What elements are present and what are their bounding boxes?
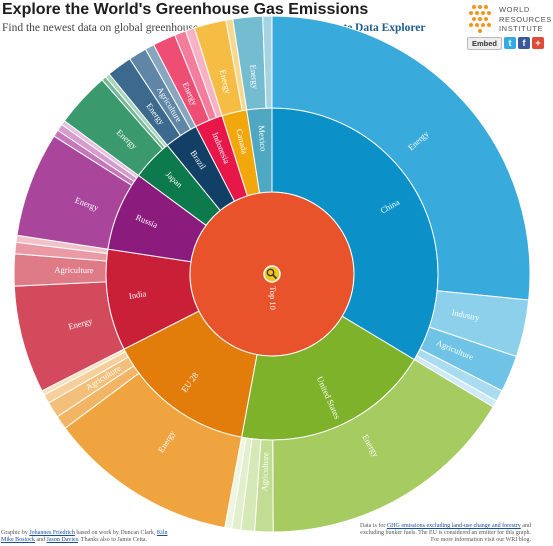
sector-segment-mexico-part-1[interactable] xyxy=(262,15,273,109)
data-note: Data is for GHG emissions excluding land… xyxy=(360,523,531,544)
page-title: Explore the World's Greenhouse Gas Emiss… xyxy=(2,1,369,18)
author-link[interactable]: Johannes Friedrich xyxy=(29,530,75,536)
logo-line: RESOURCES xyxy=(499,14,552,24)
davies-link[interactable]: Jason Davies xyxy=(46,537,79,543)
wri-logo-text: WORLD RESOURCES INSTITUTE xyxy=(499,5,552,34)
credits-text: . Thanks also to Jamie Cetta. xyxy=(78,537,148,543)
wri-logo-icon xyxy=(469,5,491,33)
sector-label-agriculture: Agriculture xyxy=(54,265,94,276)
bostock-link[interactable]: Mike Bostock xyxy=(1,537,35,543)
credits-text: and xyxy=(36,537,46,543)
note-text: and xyxy=(522,523,531,529)
magnifier-icon[interactable] xyxy=(263,265,281,283)
country-label-india: India xyxy=(128,288,147,301)
kiln-link[interactable]: Kiln xyxy=(156,530,168,536)
ghg-definition-link[interactable]: GHG emissions excluding land-use change … xyxy=(386,523,521,529)
sector-segment-china-energy[interactable] xyxy=(271,15,531,301)
credits-text: based on work by Duncan Clark, xyxy=(76,530,156,536)
facebook-icon[interactable]: f xyxy=(518,37,531,49)
note-text: Data is for xyxy=(360,523,386,529)
note-text: excluding bunker fuels. The EU is consid… xyxy=(360,530,531,536)
logo-line: WORLD xyxy=(499,5,530,14)
credits-note: Graphic by Johannes Friedrich based on w… xyxy=(1,530,167,544)
credits-text: Graphic by xyxy=(1,530,28,536)
sunburst-rings xyxy=(13,15,531,533)
share-toolbar: Embed t f + xyxy=(467,37,545,50)
logo-line: INSTITUTE xyxy=(499,24,544,33)
embed-button[interactable]: Embed xyxy=(467,37,503,50)
sector-label-agriculture: Agriculture xyxy=(259,452,270,492)
center-node[interactable]: Top 10 xyxy=(263,265,281,310)
center-label: Top 10 xyxy=(268,286,278,310)
country-label-mexico: Mexico xyxy=(257,125,269,152)
twitter-icon[interactable]: t xyxy=(504,37,517,49)
note-text: For more information visit our WRI blog. xyxy=(430,537,531,543)
google-plus-icon[interactable]: + xyxy=(532,37,545,49)
sector-label-energy: Energy xyxy=(248,64,260,90)
